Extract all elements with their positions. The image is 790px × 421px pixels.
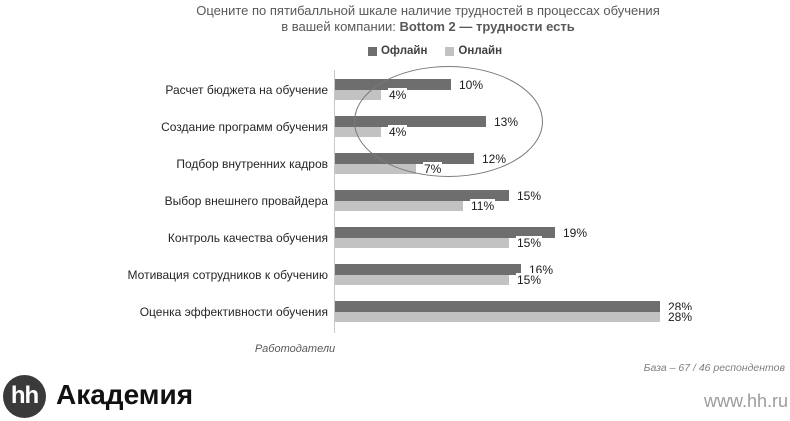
bar-online: [335, 312, 660, 322]
chart-legend: Офлайн Онлайн: [70, 45, 790, 57]
sample-base-note: База – 67 / 46 респондентов: [643, 362, 785, 374]
logo-brand-text: Академия: [56, 379, 194, 410]
bar-online: [335, 90, 381, 100]
ellipse-annotation: [354, 66, 543, 177]
bar-online: [335, 201, 463, 211]
website-url: www.hh.ru: [703, 391, 788, 411]
category-label: Оценка эффективности обучения: [139, 305, 328, 319]
hh-logo-icon: hh: [3, 375, 46, 418]
bar-offline: [335, 227, 555, 238]
category-label: Расчет бюджета на обучение: [165, 83, 328, 97]
legend-label: Офлайн: [380, 45, 428, 57]
chart-title-line1: Оцените по пятибалльной шкале наличие тр…: [196, 3, 660, 18]
chart-title-line2-bold: Bottom 2 — трудности есть: [399, 19, 575, 34]
bar-online: [335, 238, 509, 248]
chart-title: Оцените по пятибалльной шкале наличие тр…: [70, 3, 786, 35]
bar-offline: [335, 190, 509, 201]
legend-swatch-icon: [445, 46, 455, 56]
axis-title: Работодатели: [254, 343, 336, 355]
chart-title-line2-regular: в вашей компании:: [281, 19, 400, 34]
legend-swatch-icon: [367, 46, 377, 56]
bar-offline: [335, 301, 660, 312]
value-label-online: 28%: [667, 310, 694, 324]
legend-item-offline: Офлайн: [367, 45, 428, 57]
legend-item-online: Онлайн: [445, 45, 502, 57]
value-label-offline: 15%: [516, 189, 543, 203]
bar-online: [335, 275, 509, 285]
value-label-online: 15%: [516, 236, 543, 250]
category-label: Мотивация сотрудников к обучению: [127, 268, 328, 282]
category-label: Выбор внешнего провайдера: [164, 194, 328, 208]
value-label-offline: 19%: [562, 226, 589, 240]
value-label-online: 15%: [516, 273, 543, 287]
category-label: Создание программ обучения: [161, 120, 328, 134]
category-label: Контроль качества обучения: [167, 231, 328, 245]
bar-online: [335, 164, 416, 174]
category-axis-line: [334, 70, 335, 333]
bar-offline: [335, 264, 521, 275]
value-label-online: 11%: [470, 199, 496, 213]
category-label: Подбор внутренних кадров: [176, 157, 328, 171]
legend-label: Онлайн: [458, 45, 503, 57]
chart-title-line2: в вашей компании: Bottom 2 — трудности е…: [70, 19, 786, 35]
